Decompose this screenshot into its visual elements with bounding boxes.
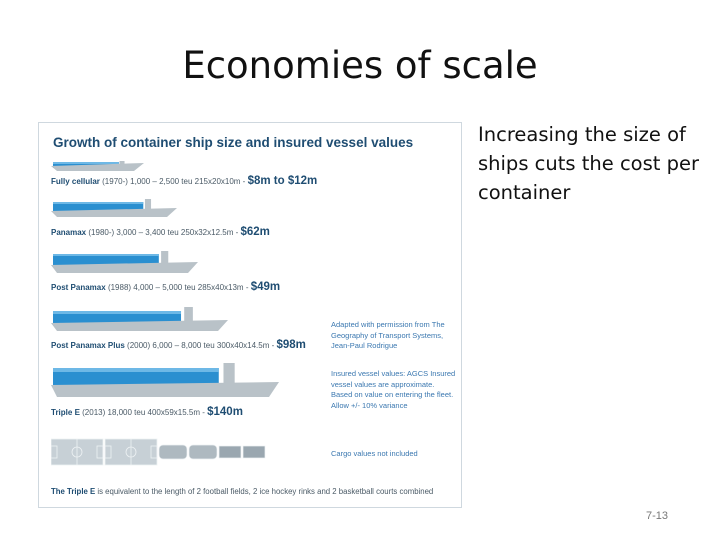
ship-post-panamax-graphic xyxy=(51,251,198,275)
container-deck xyxy=(53,311,182,314)
insured-value-note: Insured vessel values: AGCS Insured vess… xyxy=(331,369,456,410)
ship-hull xyxy=(51,163,144,171)
ship-silhouette xyxy=(51,307,228,331)
ship-bridge xyxy=(184,307,193,324)
figure-footer: The Triple E is equivalent to the length… xyxy=(51,487,433,496)
ship-post-panamax-plus-graphic xyxy=(51,307,228,333)
page-number: 7-13 xyxy=(646,510,669,522)
ship-value: $49m xyxy=(250,281,281,293)
ship-triple-e-graphic xyxy=(51,363,279,399)
ship-name: Panamax xyxy=(51,228,87,237)
ship-name: Fully cellular xyxy=(51,177,100,186)
ship-caption-panamax: Panamax (1980-) 3,000 – 3,400 teu 250x32… xyxy=(51,226,270,238)
container-stack xyxy=(53,311,182,324)
ship-caption-post-panamax: Post Panamax (1988) 4,000 – 5,000 teu 28… xyxy=(51,281,280,293)
ship-details: (1980-) 3,000 – 3,400 teu 250x32x12.5m - xyxy=(88,228,239,237)
ship-caption-fully-cellular: Fully cellular (1970-) 1,000 – 2,500 teu… xyxy=(51,175,317,187)
container-stack xyxy=(53,254,159,266)
ship-silhouette xyxy=(51,251,198,273)
basketball-court-icon xyxy=(218,445,266,459)
sports-fields-comparison xyxy=(50,437,271,467)
ship-name: Post Panamax Plus xyxy=(51,341,125,350)
container-deck xyxy=(53,368,219,372)
container-stack xyxy=(53,368,219,387)
ship-hull xyxy=(51,208,177,217)
bullet-point: Increasing the size of ships cuts the co… xyxy=(478,123,700,204)
ship-fully-cellular-graphic xyxy=(51,161,144,173)
credit-note: Adapted with permission from The Geograp… xyxy=(331,320,445,350)
ship-details: (2000) 6,000 – 8,000 teu 300x40x14.5m - xyxy=(127,341,275,350)
ship-caption-post-panamax-plus: Post Panamax Plus (2000) 6,000 – 8,000 t… xyxy=(51,339,306,351)
ship-bridge xyxy=(223,363,235,387)
ship-value: $140m xyxy=(207,406,243,418)
ship-hull xyxy=(51,320,228,331)
ship-panamax-graphic xyxy=(51,199,177,219)
ice-hockey-rink-icon xyxy=(158,444,218,460)
ship-details: (2013) 18,000 teu 400x59x15.5m - xyxy=(82,408,205,417)
slide-title: Economies of scale xyxy=(182,44,538,87)
ship-size-figure: Growth of container ship size and insure… xyxy=(38,122,462,508)
container-deck xyxy=(53,202,144,204)
container-stack xyxy=(53,202,144,212)
ship-silhouette xyxy=(51,199,177,217)
ship-bridge xyxy=(161,251,169,266)
ship-details: (1970-) 1,000 – 2,500 teu 215x20x10m - xyxy=(102,177,246,186)
football-field-icon xyxy=(50,438,104,466)
footer-text: is equivalent to the length of 2 footbal… xyxy=(97,487,434,496)
ship-silhouette xyxy=(51,363,279,397)
container-deck xyxy=(53,162,119,164)
figure-title: Growth of container ship size and insure… xyxy=(53,135,414,150)
ship-name: Post Panamax xyxy=(51,283,106,292)
ship-value: $98m xyxy=(276,339,306,351)
container-deck xyxy=(53,254,159,256)
ship-value: $8m to $12m xyxy=(247,175,318,187)
cargo-note: Cargo values not included xyxy=(331,449,418,458)
ship-value: $62m xyxy=(240,226,270,238)
ship-caption-triple-e: Triple E (2013) 18,000 teu 400x59x15.5m … xyxy=(51,406,243,418)
ship-name: Triple E xyxy=(51,408,80,417)
ship-hull xyxy=(51,382,279,397)
ship-details: (1988) 4,000 – 5,000 teu 285x40x13m - xyxy=(107,283,249,292)
ship-hull xyxy=(51,262,198,273)
ship-silhouette xyxy=(51,161,144,171)
footer-ship-name: The Triple E xyxy=(51,487,96,496)
football-field-icon xyxy=(104,438,158,466)
ship-bridge xyxy=(144,199,152,212)
